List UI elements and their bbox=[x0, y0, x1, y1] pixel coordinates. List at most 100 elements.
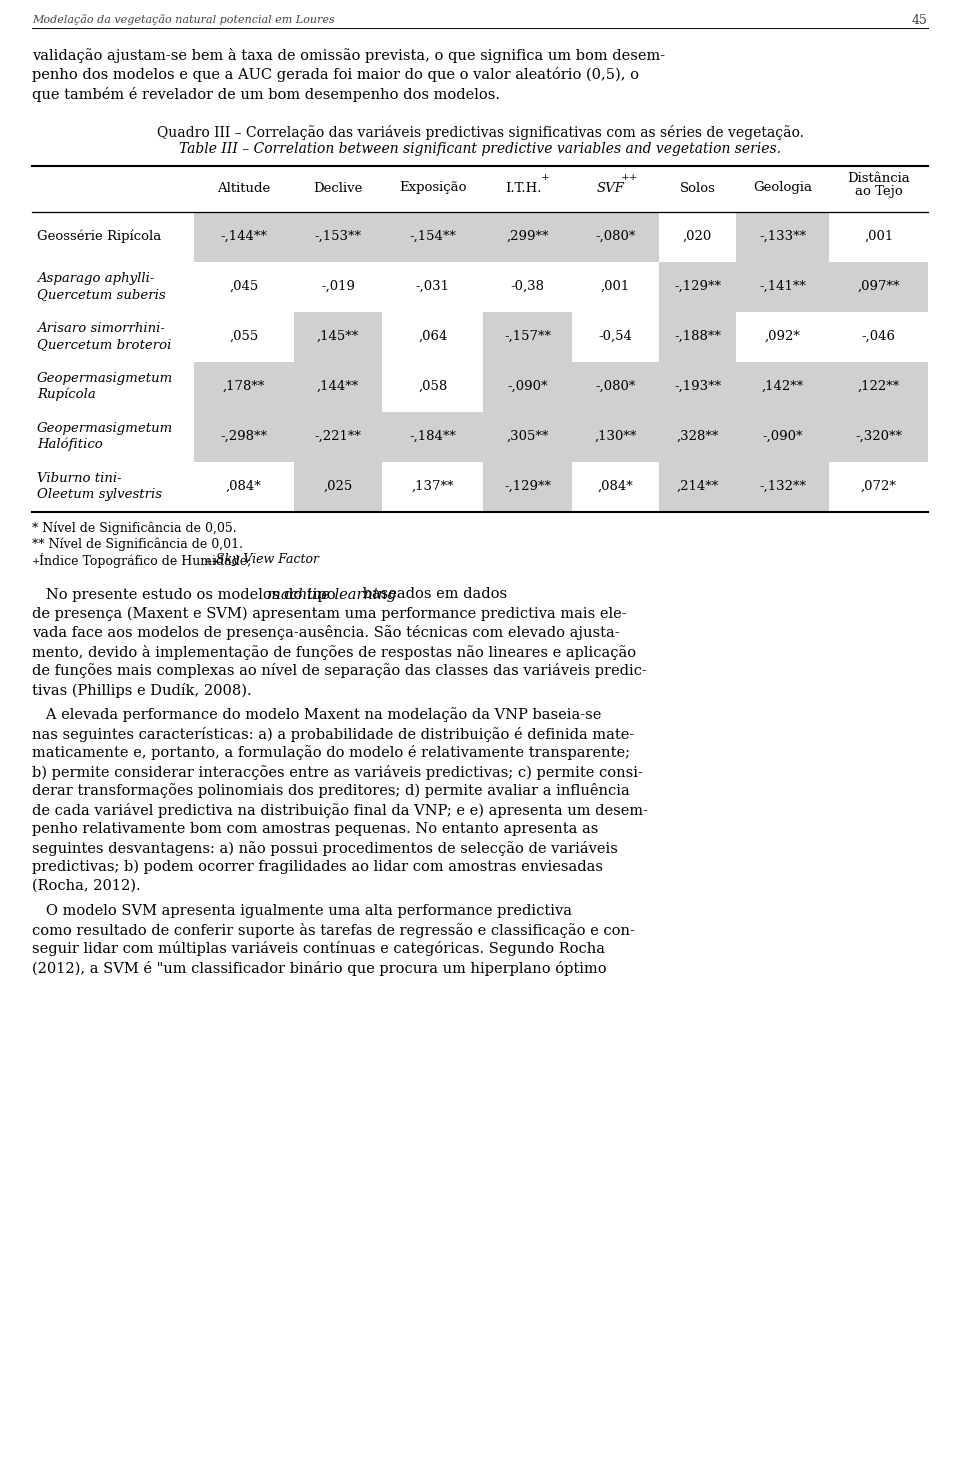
Text: -,031: -,031 bbox=[416, 281, 450, 292]
Text: -,133**: -,133** bbox=[759, 230, 806, 243]
Bar bbox=[483, 411, 572, 462]
Text: Modelação da vegetação natural potencial em Loures: Modelação da vegetação natural potencial… bbox=[32, 15, 335, 25]
Text: Arisaro simorrhini-: Arisaro simorrhini- bbox=[37, 322, 165, 335]
Bar bbox=[736, 361, 829, 411]
Text: Distância: Distância bbox=[848, 171, 910, 184]
Bar bbox=[194, 212, 294, 262]
Text: ,092*: ,092* bbox=[765, 330, 801, 344]
Bar bbox=[736, 262, 829, 311]
Text: Sky View Factor: Sky View Factor bbox=[216, 554, 319, 566]
Text: ,097**: ,097** bbox=[857, 281, 900, 292]
Text: de funções mais complexas ao nível de separação das classes das variáveis predic: de funções mais complexas ao nível de se… bbox=[32, 664, 647, 678]
Text: -,153**: -,153** bbox=[315, 230, 362, 243]
Bar bbox=[659, 361, 736, 411]
Text: No presente estudo os modelos do tipo: No presente estudo os modelos do tipo bbox=[32, 588, 340, 601]
Text: penho relativamente bom com amostras pequenas. No entanto apresenta as: penho relativamente bom com amostras peq… bbox=[32, 822, 598, 835]
Text: Quadro III – Correlação das variáveis predictivas significativas com as séries d: Quadro III – Correlação das variáveis pr… bbox=[156, 124, 804, 139]
Text: Quercetum broteroi: Quercetum broteroi bbox=[37, 338, 172, 351]
Text: -,157**: -,157** bbox=[504, 330, 551, 344]
Text: machine learning: machine learning bbox=[267, 588, 396, 601]
Text: -0,38: -0,38 bbox=[511, 281, 544, 292]
Text: ,144**: ,144** bbox=[317, 380, 359, 393]
Text: ,001: ,001 bbox=[601, 281, 630, 292]
Bar bbox=[483, 462, 572, 512]
Bar bbox=[294, 411, 382, 462]
Bar bbox=[659, 262, 736, 311]
Text: vada face aos modelos de presença-ausência. São técnicas com elevado ajusta-: vada face aos modelos de presença-ausênc… bbox=[32, 626, 619, 640]
Bar bbox=[572, 411, 659, 462]
Text: Viburno tini-: Viburno tini- bbox=[37, 472, 122, 485]
Text: ,137**: ,137** bbox=[412, 480, 454, 493]
Bar bbox=[294, 462, 382, 512]
Text: * Nível de Significância de 0,05.: * Nível de Significância de 0,05. bbox=[32, 522, 236, 535]
Text: b) permite considerar interacções entre as variáveis predictivas; c) permite con: b) permite considerar interacções entre … bbox=[32, 765, 643, 779]
Bar bbox=[294, 212, 382, 262]
Text: de cada variável predictiva na distribuição final da VNP; e e) apresenta um dese: de cada variável predictiva na distribui… bbox=[32, 803, 648, 817]
Text: validação ajustam-se bem à taxa de omissão prevista, o que significa um bom dese: validação ajustam-se bem à taxa de omiss… bbox=[32, 48, 665, 63]
Text: -,184**: -,184** bbox=[409, 430, 456, 443]
Bar bbox=[194, 411, 294, 462]
Text: ,328**: ,328** bbox=[676, 430, 719, 443]
Text: ,058: ,058 bbox=[419, 380, 447, 393]
Text: tivas (Phillips e Dudík, 2008).: tivas (Phillips e Dudík, 2008). bbox=[32, 683, 252, 697]
Text: Geopermasigmetum: Geopermasigmetum bbox=[37, 371, 173, 385]
Bar bbox=[659, 462, 736, 512]
Text: Oleetum sylvestris: Oleetum sylvestris bbox=[37, 488, 162, 501]
Text: -,046: -,046 bbox=[862, 330, 896, 344]
Text: nas seguintes características: a) a probabilidade de distribuição é definida mat: nas seguintes características: a) a prob… bbox=[32, 727, 635, 741]
Text: ,025: ,025 bbox=[324, 480, 352, 493]
Text: -,019: -,019 bbox=[321, 281, 355, 292]
Text: ,001: ,001 bbox=[864, 230, 894, 243]
Bar bbox=[736, 462, 829, 512]
Text: ,178**: ,178** bbox=[223, 380, 265, 393]
Text: ++: ++ bbox=[204, 557, 220, 566]
Text: como resultado de conferir suporte às tarefas de regressão e classificação e con: como resultado de conferir suporte às ta… bbox=[32, 923, 635, 937]
Text: maticamente e, portanto, a formulação do modelo é relativamente transparente;: maticamente e, portanto, a formulação do… bbox=[32, 746, 630, 760]
Text: ,142**: ,142** bbox=[761, 380, 804, 393]
Bar bbox=[294, 311, 382, 361]
Text: (Rocha, 2012).: (Rocha, 2012). bbox=[32, 879, 140, 892]
Text: ,145**: ,145** bbox=[317, 330, 359, 344]
Text: -,193**: -,193** bbox=[674, 380, 721, 393]
Text: Geologia: Geologia bbox=[754, 181, 812, 194]
Bar bbox=[572, 212, 659, 262]
Text: predictivas; b) podem ocorrer fragilidades ao lidar com amostras enviesadas: predictivas; b) podem ocorrer fragilidad… bbox=[32, 860, 603, 874]
Text: -,132**: -,132** bbox=[759, 480, 806, 493]
Text: ,299**: ,299** bbox=[506, 230, 549, 243]
Text: ,305**: ,305** bbox=[506, 430, 549, 443]
Text: +: + bbox=[541, 174, 550, 183]
Text: ,084*: ,084* bbox=[597, 480, 634, 493]
Text: -,320**: -,320** bbox=[855, 430, 902, 443]
Text: ,055: ,055 bbox=[229, 330, 258, 344]
Text: Índice Topográfico de Humidade;: Índice Topográfico de Humidade; bbox=[39, 554, 255, 569]
Text: penho dos modelos e que a AUC gerada foi maior do que o valor aleatório (0,5), o: penho dos modelos e que a AUC gerada foi… bbox=[32, 67, 639, 82]
Text: ,045: ,045 bbox=[229, 281, 258, 292]
Bar bbox=[382, 212, 483, 262]
Text: 45: 45 bbox=[912, 15, 928, 26]
Text: Asparago aphylli-: Asparago aphylli- bbox=[37, 272, 155, 285]
Text: Declive: Declive bbox=[313, 181, 363, 194]
Text: -,144**: -,144** bbox=[221, 230, 267, 243]
Text: -,188**: -,188** bbox=[674, 330, 721, 344]
Bar bbox=[829, 361, 928, 411]
Text: SVF: SVF bbox=[596, 181, 624, 194]
Text: ,020: ,020 bbox=[683, 230, 712, 243]
Bar bbox=[483, 361, 572, 411]
Text: mento, devido à implementação de funções de respostas não lineares e aplicação: mento, devido à implementação de funções… bbox=[32, 645, 636, 659]
Text: derar transformações polinomiais dos preditores; d) permite avaliar a influência: derar transformações polinomiais dos pre… bbox=[32, 784, 630, 798]
Text: -,221**: -,221** bbox=[315, 430, 362, 443]
Bar bbox=[736, 411, 829, 462]
Bar bbox=[483, 212, 572, 262]
Text: -,154**: -,154** bbox=[409, 230, 456, 243]
Text: ao Tejo: ao Tejo bbox=[854, 186, 902, 199]
Text: Altitude: Altitude bbox=[217, 181, 271, 194]
Text: Halófitico: Halófitico bbox=[37, 437, 103, 452]
Text: seguir lidar com múltiplas variáveis contínuas e categóricas. Segundo Rocha: seguir lidar com múltiplas variáveis con… bbox=[32, 942, 605, 956]
Text: Rupícola: Rupícola bbox=[37, 387, 96, 401]
Text: Solos: Solos bbox=[680, 181, 715, 194]
Text: que também é revelador de um bom desempenho dos modelos.: que também é revelador de um bom desempe… bbox=[32, 88, 500, 102]
Bar bbox=[659, 311, 736, 361]
Text: de presença (Maxent e SVM) apresentam uma performance predictiva mais ele-: de presença (Maxent e SVM) apresentam um… bbox=[32, 607, 627, 621]
Text: ++: ++ bbox=[620, 174, 638, 183]
Bar bbox=[382, 411, 483, 462]
